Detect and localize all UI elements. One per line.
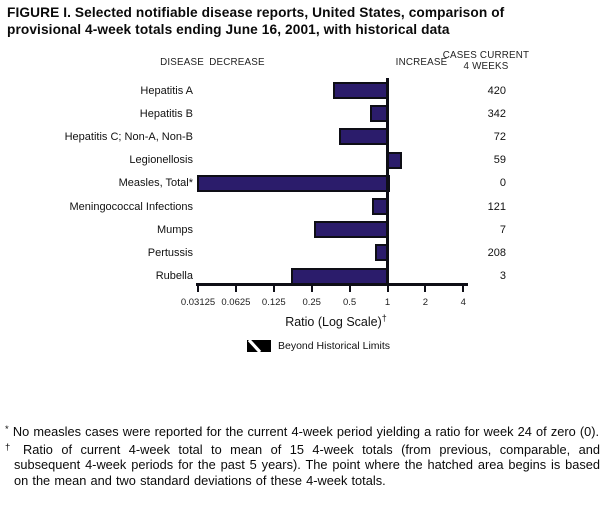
cases-current-value: 121 bbox=[487, 200, 506, 213]
x-axis-tick-label: 0.0625 bbox=[221, 297, 251, 308]
column-header-decrease: DECREASE bbox=[209, 57, 265, 68]
x-axis-tick-label: 0.03125 bbox=[180, 297, 216, 308]
x-axis-tick bbox=[462, 283, 465, 292]
column-header-cases-line1: CASES CURRENT bbox=[442, 50, 530, 61]
cases-current-value: 0 bbox=[499, 177, 506, 190]
ratio-bar bbox=[313, 221, 390, 239]
x-axis-title-text: Ratio (Log Scale) bbox=[285, 315, 382, 330]
footnote-asterisk-marker: * bbox=[5, 424, 9, 435]
x-axis-tick-label: 0.25 bbox=[302, 297, 321, 308]
ratio-bar bbox=[338, 128, 390, 146]
cases-current-value: 342 bbox=[487, 107, 506, 120]
dagger-superscript: † bbox=[381, 313, 387, 323]
x-axis-tick-label: 4 bbox=[460, 297, 466, 308]
x-axis-tick bbox=[197, 283, 199, 292]
footnote-dagger-text: Ratio of current 4-week total to mean of… bbox=[14, 441, 600, 488]
category-label: Hepatitis A bbox=[140, 84, 193, 97]
x-axis-tick-label: 0.5 bbox=[342, 297, 357, 308]
ratio-bar bbox=[196, 174, 390, 192]
category-label: Legionellosis bbox=[129, 154, 193, 167]
column-header-disease: DISEASE bbox=[160, 57, 204, 68]
x-axis-tick bbox=[386, 283, 389, 292]
figure-title: FIGURE I. Selected notifiable disease re… bbox=[7, 5, 599, 38]
ratio-bar bbox=[333, 82, 390, 99]
figure-title-line2: provisional 4-week totals ending June 16… bbox=[7, 21, 450, 37]
footnote-asterisk: * No measles cases were reported for the… bbox=[5, 422, 600, 440]
legend-label: Beyond Historical Limits bbox=[278, 340, 391, 352]
category-label: Rubella bbox=[155, 270, 193, 283]
cases-current-value: 72 bbox=[493, 130, 506, 143]
x-axis-tick bbox=[234, 283, 237, 292]
x-axis-tick bbox=[310, 283, 313, 292]
x-axis-tick bbox=[272, 283, 275, 292]
figure-title-line1: FIGURE I. Selected notifiable disease re… bbox=[7, 5, 505, 20]
x-axis-line bbox=[196, 283, 468, 286]
category-label: Pertussis bbox=[147, 246, 193, 259]
cases-current-value: 7 bbox=[499, 223, 506, 236]
footnote-dagger: † Ratio of current 4-week total to mean … bbox=[5, 440, 600, 489]
hatched-swatch-icon bbox=[247, 340, 271, 352]
column-header-cases-line2: 4 WEEKS bbox=[463, 61, 509, 72]
x-axis-tick-label: 0.125 bbox=[261, 297, 286, 308]
column-header-cases-current: CASES CURRENT 4 WEEKS bbox=[435, 50, 537, 72]
x-axis-title: Ratio (Log Scale)† bbox=[236, 311, 436, 330]
category-label: Mumps bbox=[156, 223, 193, 236]
cases-current-value: 420 bbox=[487, 84, 506, 97]
footnote-asterisk-text: No measles cases were reported for the c… bbox=[12, 424, 600, 439]
x-axis-tick bbox=[348, 283, 351, 292]
category-label: Meningococcal Infections bbox=[69, 200, 193, 213]
footnote-dagger-marker: † bbox=[5, 441, 15, 453]
column-header-increase: INCREASE bbox=[395, 57, 448, 68]
cases-current-value: 59 bbox=[493, 154, 506, 167]
x-axis-tick-label: 1 bbox=[384, 297, 391, 308]
footnotes: * No measles cases were reported for the… bbox=[5, 422, 600, 488]
ratio-1-baseline bbox=[386, 78, 389, 286]
x-axis-tick-label: 2 bbox=[422, 297, 429, 308]
category-label: Hepatitis C; Non-A, Non-B bbox=[64, 130, 193, 143]
x-axis-tick bbox=[424, 283, 427, 292]
cases-current-value: 3 bbox=[499, 270, 506, 283]
category-label: Hepatitis B bbox=[139, 107, 193, 120]
cases-current-value: 208 bbox=[487, 246, 506, 259]
category-label: Measles, Total* bbox=[118, 177, 193, 190]
